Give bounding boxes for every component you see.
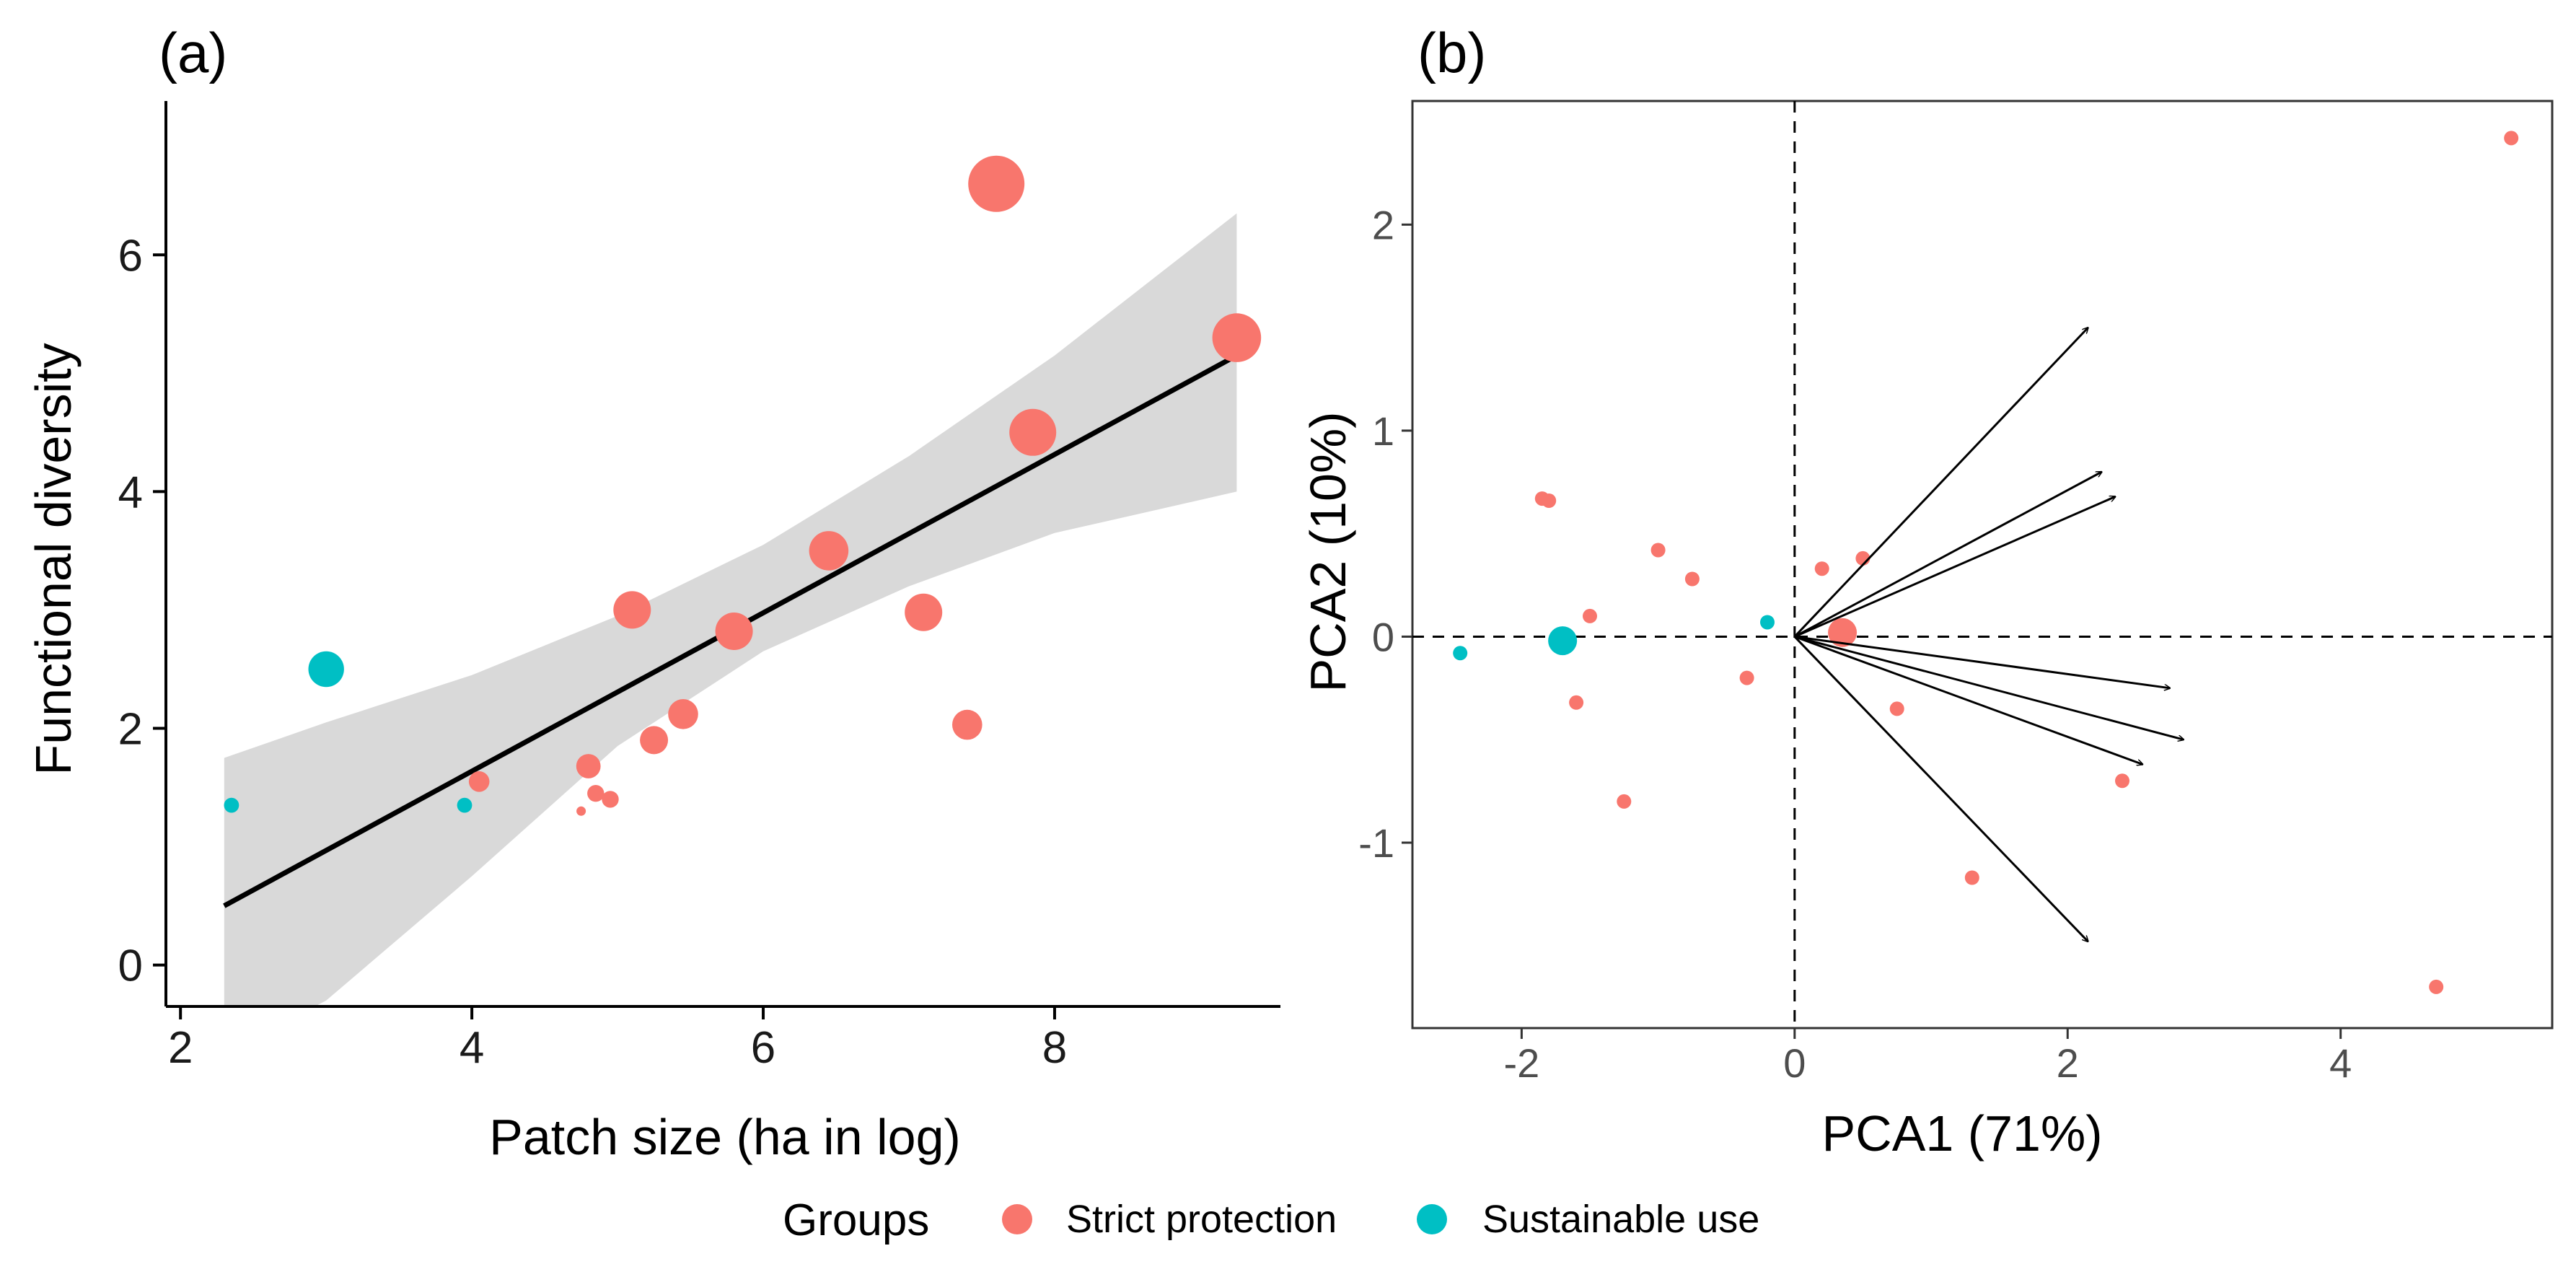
data-point-strict [640,726,669,755]
x-tick-label: 0 [1783,1040,1806,1086]
x-tick-label: 2 [2057,1040,2079,1086]
site-point-sbes1 [2115,773,2129,789]
y-tick-label: 2 [118,704,143,754]
y-tick-label: 6 [118,231,143,281]
site-point-vsp3 [1617,794,1632,809]
data-point-sustainable [308,651,344,688]
loading-arrow-herbivores [1794,635,2170,688]
site-point-arbr2 [1684,571,1700,587]
data-point-strict [576,754,601,778]
panel-a-label: (a) [159,21,227,84]
data-point-strict [1212,313,1262,362]
site-point-arbr3 [1650,543,1666,558]
data-point-sustainable [224,797,239,813]
plot-frame [1411,100,2554,1030]
axes [153,101,1280,1019]
loading-arrow-omnivores [1794,636,2142,764]
x-tick-label: 4 [460,1023,484,1073]
site-point-pfsp [1964,870,1979,885]
large-marker-strict [1828,618,1858,647]
y-axis-title: PCA2 (10%) [1300,411,1356,692]
site-point-jes [2504,131,2519,146]
confidence-band [224,213,1237,1006]
data-point-strict [1009,408,1057,456]
legend-label-sustainable: Sustainable use [1482,1198,1759,1241]
data-point-strict [468,771,490,792]
confidence-band-area [224,213,1237,1006]
site-point-vsp1 [1739,670,1754,685]
loading-arrow-insectivores [1794,470,2102,638]
site-point-bsf [1542,493,1557,508]
data-point-strict [576,806,586,816]
y-tick-label: 0 [1372,614,1394,659]
y-tick-label: 2 [1372,202,1394,247]
loading-arrows [1793,328,2184,942]
y-tick-label: 4 [118,468,143,517]
loading-arrow-carnivores [1793,636,2088,942]
data-points [224,155,1262,816]
x-axis-title: Patch size (ha in log) [489,1109,961,1165]
data-point-strict [668,699,698,729]
y-tick-label: -1 [1358,820,1394,866]
site-point-fbjsp [2429,979,2444,994]
site-point-sres2 [1760,615,1775,630]
y-tick-label: 1 [1372,408,1394,454]
data-point-strict [952,709,983,740]
data-point-strict [587,785,605,802]
site-point-arbr4 [1569,695,1584,710]
tick-labels: -2 0 2 4 -1 0 1 2 [1358,202,2352,1086]
data-point-strict [602,791,619,808]
site-point-vsp2 [1814,561,1829,576]
data-point-strict [809,531,849,571]
legend-label-strict: Strict protection [1066,1198,1337,1241]
loading-arrow-frugivores [1794,496,2116,638]
data-point-sustainable [457,797,472,813]
data-point-strict [968,155,1025,212]
y-tick-label: 0 [118,942,143,991]
data-point-strict [905,593,943,631]
site-points [1453,131,2519,994]
legend-key-sustainable [1417,1204,1447,1234]
loading-arrow-fd [1794,635,2184,739]
data-point-strict [715,613,753,650]
x-tick-label: 2 [168,1023,193,1073]
loading-arrow-patch-size [1793,328,2088,638]
x-tick-label: 4 [2329,1040,2352,1086]
x-tick-label: 8 [1042,1023,1067,1073]
legend: Groups Strict protection Sustainable use [783,1195,1759,1245]
panel-b-pca-biplot: (b) -2 0 2 4 -1 0 1 2 PCA1 (71%) PCA2 (10%) [1300,21,2554,1162]
plot-border [1411,100,2554,1030]
site-point-vsp4 [1889,701,1904,716]
legend-key-strict [1002,1204,1032,1234]
data-point-strict [613,591,651,629]
reference-lines [1412,101,2552,1028]
x-tick-label: -2 [1503,1040,1539,1086]
site-point-sbes2 [1583,608,1597,623]
legend-title: Groups [783,1195,929,1245]
y-axis-title: Functional diversity [25,343,82,775]
x-tick-label: 6 [751,1023,775,1073]
site-point-sres1 [1453,646,1468,661]
x-axis-title: PCA1 (71%) [1821,1105,2102,1162]
panel-b-label: (b) [1417,21,1486,84]
site-point-sres3 [1555,633,1570,649]
